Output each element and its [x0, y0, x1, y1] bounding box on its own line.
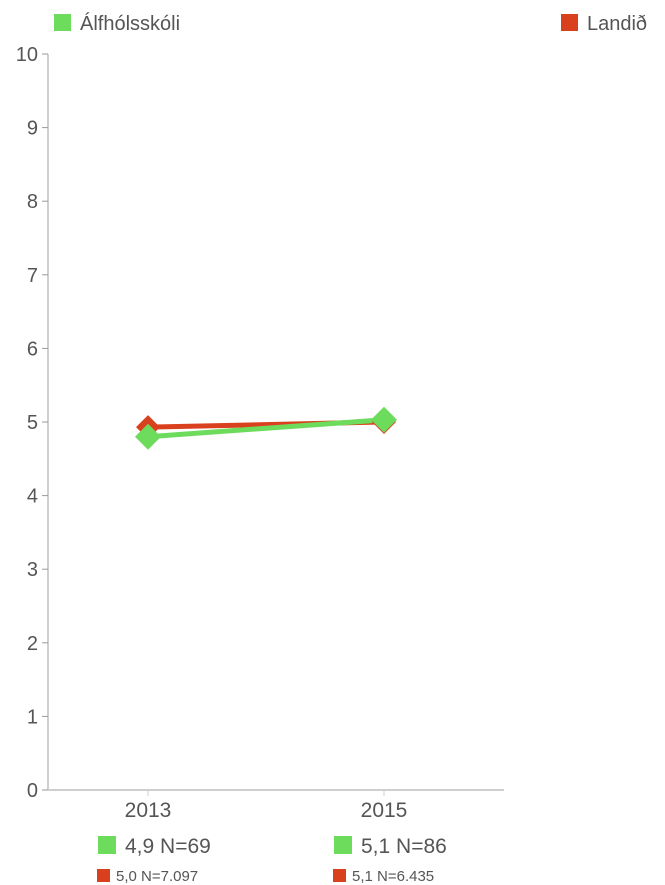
- note-swatch: [97, 869, 110, 882]
- note-label: 5,0 N=7.097: [116, 868, 198, 885]
- y-tick-label: 8: [27, 191, 38, 213]
- y-tick-label: 4: [27, 486, 38, 508]
- note-swatch: [333, 869, 346, 882]
- y-tick-label: 9: [27, 118, 38, 140]
- legend-swatch-landid: [561, 14, 578, 31]
- note-label: 5,1 N=86: [361, 835, 447, 858]
- y-tick-label: 10: [16, 44, 38, 66]
- note-swatch: [98, 836, 116, 854]
- legend-label-landid: Landið: [587, 13, 647, 35]
- y-tick-label: 0: [27, 780, 38, 802]
- data-point-marker: [371, 406, 397, 433]
- y-tick-label: 5: [27, 412, 38, 434]
- legend-swatch-alfholsskoli: [54, 14, 71, 31]
- x-tick-label: 2015: [361, 799, 408, 822]
- legend-label-alfholsskoli: Álfhólsskóli: [80, 12, 180, 35]
- note-swatch: [334, 836, 352, 854]
- note-label: 5,1 N=6.435: [352, 868, 434, 885]
- data-notes: 4,9 N=69 5,1 N=86 5,0 N=7.097 5,1 N=6.435: [97, 835, 447, 885]
- series-line-0: [147, 417, 385, 440]
- data-point-marker: [135, 423, 161, 450]
- y-tick-label: 7: [27, 265, 38, 287]
- y-tick-label: 1: [27, 706, 38, 728]
- plot-area: [135, 406, 397, 450]
- x-tick-label: 2013: [125, 799, 172, 822]
- axes: 0 1 2 3 4 5 6 7 8 9 10 2013 2015: [16, 44, 504, 822]
- y-tick-label: 3: [27, 559, 38, 581]
- legend: Álfhólsskóli Landið: [54, 12, 647, 35]
- y-tick-label: 2: [27, 633, 38, 655]
- note-label: 4,9 N=69: [125, 835, 211, 858]
- y-tick-label: 6: [27, 338, 38, 360]
